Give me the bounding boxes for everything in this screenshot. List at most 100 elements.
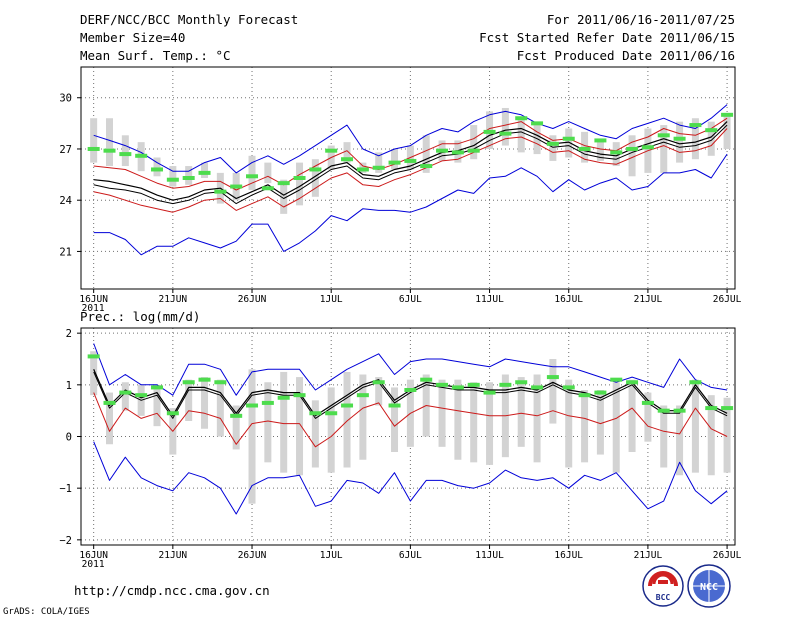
series-line-p25 <box>93 371 728 419</box>
spread-box <box>470 382 478 463</box>
spread-box <box>248 369 256 504</box>
median-marker <box>483 129 496 134</box>
median-marker <box>404 158 417 163</box>
spread-box <box>391 387 399 452</box>
y-tick-label: 24 <box>59 195 72 207</box>
x-tick-label: 26JUN <box>238 550 267 561</box>
spread-box <box>280 371 288 473</box>
median-marker <box>198 377 211 382</box>
median-marker <box>198 170 211 175</box>
panel-frame <box>80 66 736 290</box>
spread-box <box>264 162 272 184</box>
x-tick-label: 21JUN <box>159 294 188 305</box>
bcc-logo-arc-inner <box>652 573 674 585</box>
median-marker <box>546 375 559 380</box>
spread-box <box>676 121 684 163</box>
median-marker <box>641 145 654 150</box>
median-marker <box>673 408 686 413</box>
median-marker <box>451 385 464 390</box>
median-marker <box>166 177 179 182</box>
spread-box <box>644 392 652 442</box>
forecast-period: For 2011/06/16-2011/07/25 <box>547 12 735 27</box>
median-marker <box>277 395 290 400</box>
median-marker <box>562 136 575 141</box>
median-marker <box>182 380 195 385</box>
median-marker <box>594 390 607 395</box>
median-marker <box>372 165 385 170</box>
median-marker <box>673 136 686 141</box>
spread-box <box>486 382 494 465</box>
x-tick-label: 26JUL <box>713 550 742 561</box>
median-marker <box>689 380 702 385</box>
median-marker <box>467 148 480 153</box>
prec-panel-title: Prec.: log(mm/d) <box>80 309 200 324</box>
median-marker <box>277 181 290 186</box>
spread-box <box>311 400 319 468</box>
precipitation-panel: 16JUN 21JUN 26JUN 1JUL 6JUL 11JUL 16JUL 21JUL 26… <box>59 327 742 570</box>
spread-box <box>612 382 620 473</box>
median-marker <box>151 385 164 390</box>
source-url[interactable]: http://cmdp.ncc.cma.gov.cn <box>74 583 270 598</box>
series-line-lower <box>93 153 728 256</box>
x-tick-label: 21JUL <box>634 294 663 305</box>
bcc-logo-bar <box>658 580 668 584</box>
spread-box <box>660 405 668 468</box>
bcc-logo-text: BCC <box>656 593 671 602</box>
median-marker <box>309 167 322 172</box>
x-tick-label: 6JUL <box>399 550 422 561</box>
spread-box <box>533 374 541 463</box>
x-tick-label: 21JUN <box>159 550 188 561</box>
y-tick-label: 30 <box>59 93 72 105</box>
x-tick-label: 26JUL <box>713 294 742 305</box>
spread-box <box>549 135 557 161</box>
spread-box <box>343 371 351 468</box>
spread-box <box>596 390 604 455</box>
temperature-panel: 16JUN 21JUN 26JUN 1JUL 6JUL 11JUL 16JUL 21JUL 26… <box>59 66 742 314</box>
median-marker <box>594 138 607 143</box>
median-marker <box>626 380 639 385</box>
spread-box <box>565 128 573 158</box>
spread-box <box>596 138 604 161</box>
median-marker <box>626 146 639 151</box>
median-marker <box>261 400 274 405</box>
spread-box <box>676 405 684 476</box>
median-marker <box>689 123 702 128</box>
median-marker <box>531 385 544 390</box>
median-marker <box>372 380 385 385</box>
y-tick-label: 0 <box>66 432 72 444</box>
spread-box <box>280 179 288 214</box>
spread-box <box>169 166 177 187</box>
spread-box <box>232 405 240 450</box>
y-tick-label: 2 <box>66 328 72 340</box>
x-tick-label: 6JUL <box>399 294 422 305</box>
x-tick-label: 26JUN <box>238 294 267 305</box>
spread-box <box>628 135 636 177</box>
x-tick-label: 1JUL <box>320 550 343 561</box>
bcc-logo: BCC <box>642 565 684 607</box>
median-marker <box>641 400 654 405</box>
median-marker <box>230 184 243 189</box>
median-marker <box>341 403 354 408</box>
median-marker <box>356 167 369 172</box>
spread-box <box>201 377 209 429</box>
median-marker <box>230 413 243 418</box>
spread-box <box>153 384 161 427</box>
grads-credit: GrADS: COLA/IGES <box>3 607 90 617</box>
median-marker <box>293 393 306 398</box>
median-marker <box>325 148 338 153</box>
median-marker <box>356 393 369 398</box>
series-line-p25 <box>93 124 728 205</box>
median-marker <box>166 411 179 416</box>
series-line-p10 <box>93 392 728 448</box>
spread-box <box>549 359 557 424</box>
spread-box <box>296 162 304 206</box>
median-marker <box>499 382 512 387</box>
median-marker <box>436 382 449 387</box>
spread-box <box>454 379 462 460</box>
spread-box <box>327 387 335 473</box>
median-marker <box>388 160 401 165</box>
median-marker <box>705 128 718 133</box>
ncc-logo: NCC <box>687 564 731 608</box>
spread-box <box>723 397 731 473</box>
